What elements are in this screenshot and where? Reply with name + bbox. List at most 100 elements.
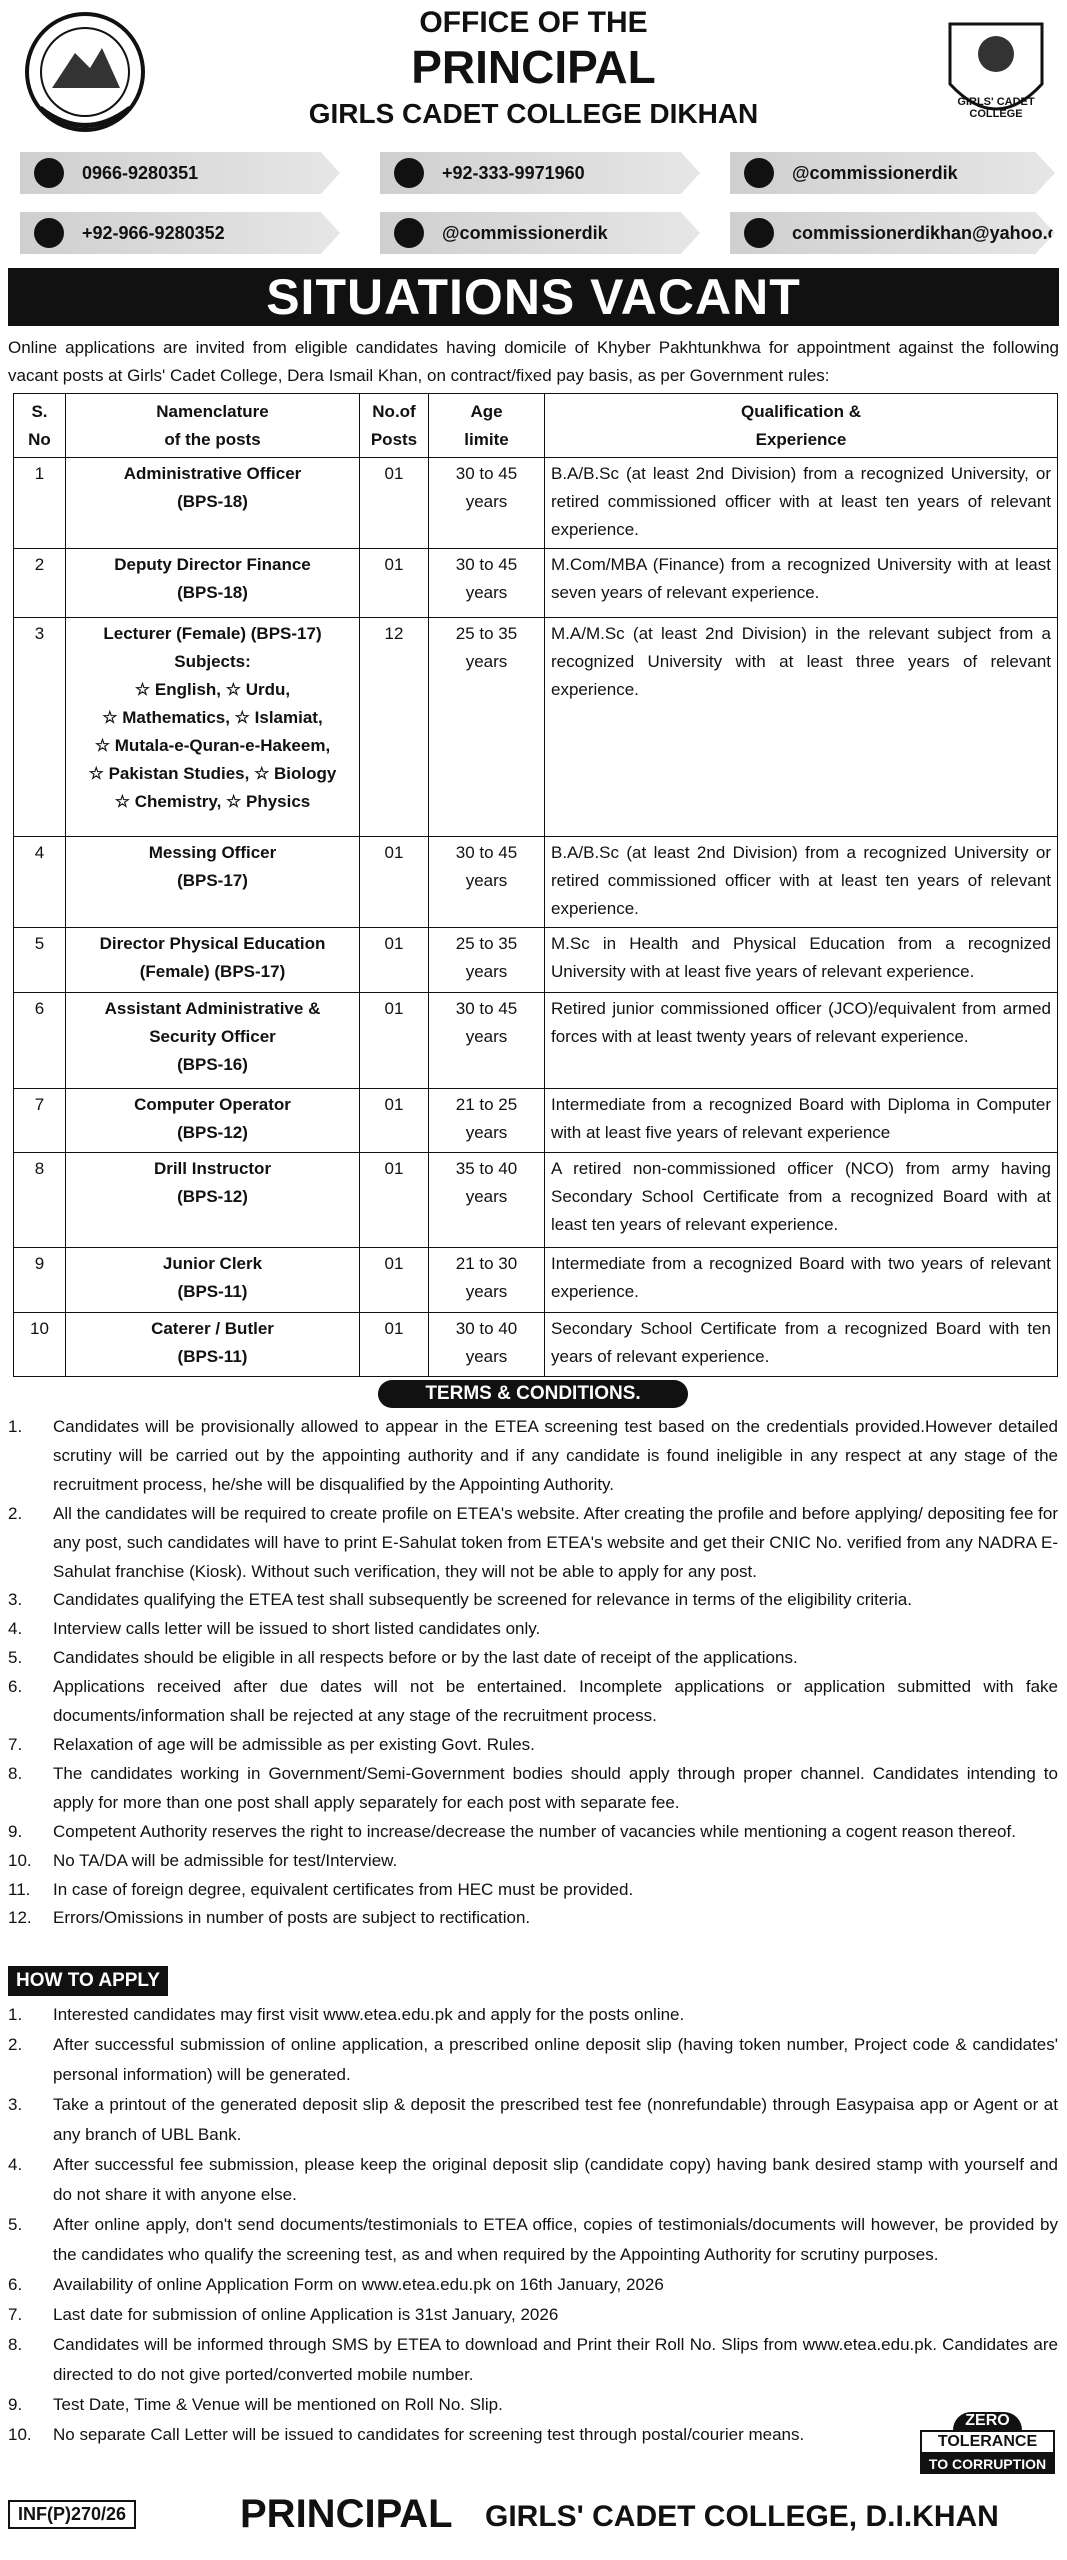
list-item: 11. In case of foreign degree, equivalent… [8,1876,1058,1905]
item-text: Interview calls letter will be issued to… [53,1619,541,1639]
post-name: Junior Clerk (BPS-11) [65,1247,360,1313]
contact-text: commissionerdikhan@yahoo.com [792,222,1067,243]
contact-icon [34,218,64,248]
qualification: Intermediate from a recognized Board wit… [544,1088,1058,1153]
serial: 1 [13,457,66,549]
post-name: Administrative Officer (BPS-18) [65,457,360,549]
age: 30 to 45 years [428,992,545,1089]
age: 30 to 45 years [428,457,545,549]
serial: 2 [13,548,66,618]
serial: 3 [13,617,66,837]
qualification: B.A/B.Sc (at least 2nd Division) from a … [544,836,1058,928]
footer-college: GIRLS' CADET COLLEGE, D.I.KHAN [485,2500,999,2533]
list-item: 9. Test Date, Time & Venue will be mentio… [8,2390,1058,2420]
age-line: years [465,1347,508,1366]
post-name-line: Security Officer [149,1027,276,1046]
post-name-line: (BPS-11) [177,1347,248,1366]
contact-icon [34,158,64,188]
list-item: 6. Applications received after due dates … [8,1673,1058,1731]
item-text: Candidates will be provisionally allowed… [53,1417,1058,1494]
item-text: Test Date, Time & Venue will be mentione… [53,2395,503,2414]
table-row: 9 Junior Clerk (BPS-11) 01 21 to 30 years Inte… [13,1247,1058,1313]
list-item: 12. Errors/Omissions in number of posts a… [8,1904,1058,1933]
age: 21 to 25 years [428,1088,545,1153]
qualification: M.A/M.Sc (at least 2nd Division) in the … [544,617,1058,837]
header-line: Posts [370,429,418,449]
how-heading: HOW TO APPLY [8,1966,168,1996]
post-name: Director Physical Education (Female) (BPS… [65,927,360,993]
age-line: 25 to 35 [455,934,518,953]
how-list: 1. Interested candidates may first visit … [8,2000,1058,2450]
item-number: 12. [8,1908,32,1928]
contact-icon [394,218,424,248]
item-number: 6. [8,2275,23,2294]
age-line: years [465,583,508,602]
contact: +92-966-9280352 [20,212,340,254]
post-name-line: Computer Operator [134,1095,291,1114]
age: 25 to 35 years [428,617,545,837]
age: 30 to 40 years [428,1312,545,1377]
table-header: Namenclature of the posts [65,393,360,458]
post-name: Messing Officer (BPS-17) [65,836,360,928]
terms-heading: TERMS & CONDITIONS. [378,1380,688,1408]
post-name: Deputy Director Finance (BPS-18) [65,548,360,618]
post-name-line: ☆ Pakistan Studies, ☆ Biology [88,764,337,783]
item-text: Relaxation of age will be admissible as … [53,1734,535,1754]
item-text: The candidates working in Government/Sem… [53,1763,1058,1812]
item-number: 10. [8,1850,32,1870]
list-item: 10. No separate Call Letter will be issue… [8,2420,1058,2450]
item-text: No separate Call Letter will be issued t… [53,2425,805,2444]
banner: SITUATIONS VACANT [8,268,1059,326]
contact-text: @commissionerdik [442,222,608,243]
item-number: 2. [8,1503,23,1523]
list-item: 8. The candidates working in Government/S… [8,1760,1058,1818]
list-item: 10. No TA/DA will be admissible for test/… [8,1847,1058,1876]
contact: @commissionerdik [730,152,1055,194]
age-line: 25 to 35 [455,624,518,643]
post-name-line: ☆ English, ☆ Urdu, [134,680,291,699]
table-header: No.of Posts [359,393,429,458]
list-item: 3. Take a printout of the generated depos… [8,2090,1058,2150]
posts: 01 [359,548,429,618]
serial: 9 [13,1247,66,1313]
post-name-line: ☆ Mathematics, ☆ Islamiat, [102,708,323,727]
post-name-line: Lecturer (Female) (BPS-17) [103,624,322,643]
item-number: 1. [8,1417,23,1436]
item-number: 3. [8,1590,23,1610]
item-number: 8. [8,1763,23,1783]
header-line: Experience [755,429,847,449]
list-item: 5. After online apply, don't send documen… [8,2210,1058,2270]
qualification: B.A/B.Sc (at least 2nd Division) from a … [544,457,1058,549]
qualification: A retired non-commissioned officer (NCO)… [544,1152,1058,1248]
post-name-line: ☆ Chemistry, ☆ Physics [114,792,311,811]
item-text: Candidates should be eligible in all res… [53,1648,798,1668]
header-line: No [28,429,51,449]
age: 30 to 45 years [428,836,545,928]
footer-principal: PRINCIPAL [240,2492,453,2536]
age: 30 to 45 years [428,548,545,618]
list-item: 8. Candidates will be informed through SM… [8,2330,1058,2390]
post-name-line: Assistant Administrative & [104,999,321,1018]
table-header-row: S. No Namenclature of the posts No.of Posts Ag… [13,393,1058,458]
item-text: Competent Authority reserves the right t… [53,1821,1016,1841]
badge: ZERO TOLERANCE TO CORRUPTION [920,2412,1055,2490]
badge-text: ZERO [953,2412,1022,2430]
age-line: 30 to 45 [455,843,518,862]
header-line: Age [470,401,503,421]
vacancy-table: S. No Namenclature of the posts No.of Posts Ag… [13,393,1058,1377]
post-name-line: Messing Officer [148,843,277,862]
item-number: 9. [8,2395,23,2414]
posts: 01 [359,1247,429,1313]
table-row: 5 Director Physical Education (Female) (BP… [13,927,1058,993]
contact-icon [744,218,774,248]
table-row: 10 Caterer / Butler (BPS-11) 01 30 to 40 year… [13,1312,1058,1377]
table-header: S. No [13,393,66,458]
item-text: Availability of online Application Form … [53,2275,664,2294]
post-name-line: (BPS-16) [177,1055,248,1074]
reference: INF(P)270/26 [8,2500,137,2529]
age-line: years [465,1187,508,1206]
age-line: 30 to 45 [455,999,518,1018]
post-name-line: Director Physical Education [99,934,326,953]
